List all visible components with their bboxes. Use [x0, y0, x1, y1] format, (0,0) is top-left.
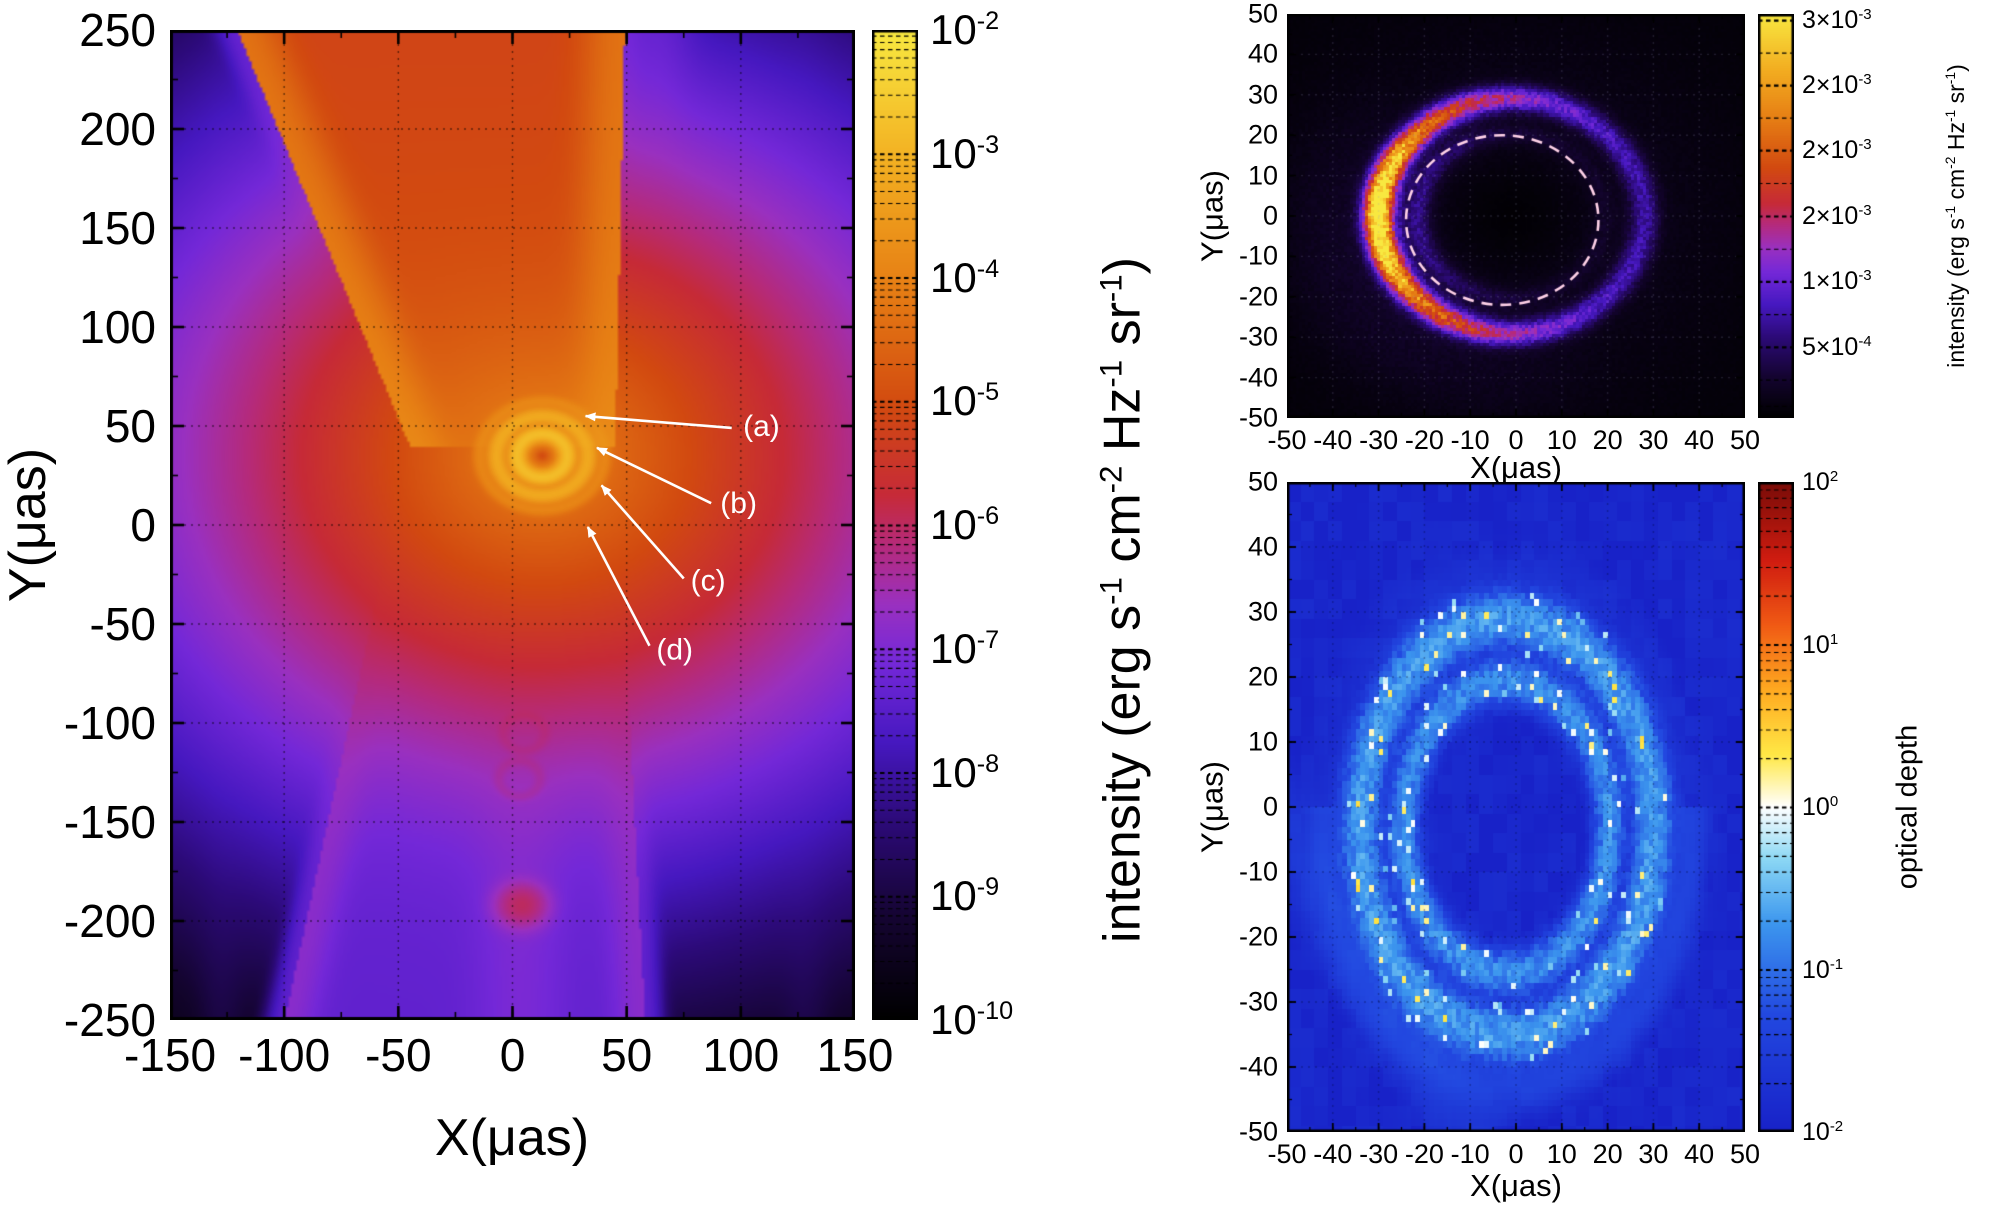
- zoom-panel-ytick-label: 10: [1247, 160, 1278, 191]
- zoom-panel-xtick-label: -30: [1359, 425, 1399, 455]
- left-panel-ytick-label: 150: [79, 202, 156, 254]
- zoom-colorbar-tick-label: 5×10-4: [1802, 332, 1872, 362]
- intensity-colorbar-tick-label: 10-6: [930, 501, 1000, 548]
- depth-colorbar-tick-label: 101: [1802, 630, 1839, 659]
- left-panel-ytick-label: 0: [130, 499, 156, 551]
- intensity-colorbar-title: intensity (erg s-1 cm-2 Hz-1 sr-1): [1093, 257, 1152, 943]
- zoom-colorbar-tick-label: 2×10-3: [1802, 70, 1872, 100]
- left-xaxis-title: X(μas): [434, 1109, 590, 1167]
- intensity-colorbar-tick-label: 10-5: [930, 377, 1000, 425]
- zoom-panel-ytick-label: 0: [1262, 200, 1278, 231]
- intensity-colorbar-tick-label: 10-2: [930, 6, 1000, 53]
- zoom-colorbar-tick-label: 2×10-3: [1802, 135, 1872, 165]
- intensity-colorbar: [872, 30, 918, 1020]
- zoom-intensity-colorbar: [1758, 14, 1794, 418]
- zoom-yaxis-title: Y(μas): [1194, 170, 1230, 262]
- zoom-colorbar-tick-label: 3×10-3: [1802, 5, 1872, 35]
- depth-panel-ytick-label: -50: [1238, 1116, 1278, 1147]
- depth-panel-xtick-label: 0: [1508, 1139, 1524, 1169]
- left-panel-ytick-label: -100: [63, 697, 156, 749]
- zoom-panel-xtick-label: 30: [1638, 425, 1669, 455]
- intensity-colorbar-tick-label: 10-9: [930, 872, 1000, 920]
- depth-panel-ytick-label: -20: [1238, 921, 1278, 952]
- zoom-panel-ytick-label: 40: [1247, 38, 1278, 69]
- depth-panel-xtick-label: -30: [1359, 1139, 1399, 1169]
- depth-yaxis-title: Y(μas): [1194, 761, 1230, 853]
- depth-panel-ytick-label: -30: [1238, 986, 1278, 1017]
- zoom-panel-ytick-label: -40: [1238, 362, 1278, 393]
- depth-panel-ytick-label: 40: [1247, 531, 1278, 562]
- left-panel-xtick-label: 0: [499, 1029, 526, 1081]
- depth-panel-xtick-label: -50: [1267, 1139, 1307, 1169]
- left-panel-ytick-label: -150: [63, 796, 156, 848]
- zoom-panel-ytick-label: -30: [1238, 321, 1278, 352]
- optical-depth-heatmap: [1287, 482, 1745, 1132]
- left-panel-ytick-label: -50: [89, 598, 156, 650]
- left-panel-xtick-label: 50: [601, 1029, 653, 1081]
- zoom-panel-ytick-label: 50: [1247, 0, 1278, 29]
- depth-panel-ytick-label: -10: [1238, 856, 1278, 887]
- left-panel-xtick-label: -50: [365, 1029, 432, 1081]
- depth-panel-xtick-label: 40: [1684, 1139, 1715, 1169]
- left-panel-ytick-label: 100: [79, 301, 156, 353]
- depth-colorbar-tick-label: 10-1: [1802, 955, 1844, 984]
- zoom-colorbar-tick-label: 1×10-3: [1802, 267, 1872, 296]
- intensity-colorbar-tick-label: 10-3: [930, 129, 1000, 177]
- zoom-panel-xtick-label: 0: [1508, 425, 1524, 455]
- depth-panel-ytick-label: 10: [1247, 726, 1278, 757]
- left-panel-xtick-label: -150: [123, 1029, 217, 1081]
- depth-panel-xtick-label: 30: [1638, 1139, 1669, 1169]
- zoom-panel-ytick-label: -50: [1238, 402, 1278, 433]
- zoom-panel-xtick-label: 40: [1684, 425, 1715, 455]
- zoom-colorbar-tick-label: 2×10-3: [1802, 201, 1872, 231]
- depth-panel-xtick-label: -10: [1450, 1139, 1490, 1169]
- left-panel-xtick-label: -100: [238, 1029, 331, 1081]
- depth-colorbar-tick-label: 10-2: [1802, 1117, 1844, 1147]
- zoom-panel-xtick-label: -20: [1404, 425, 1444, 455]
- zoom-panel-xtick-label: 50: [1729, 425, 1761, 455]
- left-panel-ytick-label: 50: [104, 400, 156, 452]
- intensity-colorbar-tick-label: 10-7: [930, 624, 1000, 672]
- depth-panel-ytick-label: 0: [1262, 791, 1278, 822]
- depth-panel-xtick-label: -20: [1404, 1139, 1444, 1169]
- left-panel-ytick-label: -200: [63, 895, 156, 947]
- optical-depth-colorbar: [1758, 482, 1794, 1132]
- left-panel-ytick-label: -250: [63, 994, 156, 1046]
- left-panel-xtick-label: 100: [702, 1029, 780, 1081]
- zoom-panel-xtick-label: -50: [1267, 425, 1307, 455]
- depth-panel-xtick-label: 20: [1592, 1139, 1623, 1169]
- zoom-panel-xtick-label: 20: [1592, 425, 1623, 455]
- depth-panel-ytick-label: 50: [1247, 466, 1278, 497]
- zoom-panel-ytick-label: -10: [1238, 240, 1278, 271]
- depth-colorbar-tick-label: 102: [1802, 467, 1839, 497]
- zoom-panel-ytick-label: 20: [1247, 119, 1278, 150]
- depth-panel-ytick-label: 30: [1247, 596, 1278, 627]
- zoom-panel-ytick-label: 30: [1247, 79, 1278, 110]
- intensity-colorbar-tick-label: 10-4: [930, 253, 1000, 301]
- optical-depth-colorbar-title: optical depth: [1891, 724, 1924, 890]
- depth-panel-xtick-label: -40: [1313, 1139, 1353, 1169]
- left-panel-xtick-label: 150: [816, 1029, 894, 1081]
- intensity-colorbar-tick-label: 10-8: [930, 748, 1000, 796]
- zoom-panel-xtick-label: -40: [1313, 425, 1353, 455]
- left-yaxis-title: Y(μas): [0, 447, 57, 603]
- zoom-intensity-colorbar-title: intensity (erg s-1 cm-2 Hz-1 sr-1): [1942, 64, 1969, 368]
- zoom-xaxis-title: X(μas): [1470, 450, 1562, 485]
- left-panel-ytick-label: 200: [79, 103, 156, 155]
- intensity-colorbar-tick-label: 10-10: [930, 996, 1014, 1043]
- left-panel-ytick-label: 250: [79, 4, 156, 56]
- depth-panel-xtick-label: 50: [1729, 1139, 1761, 1169]
- zoom-panel-ytick-label: -20: [1238, 281, 1278, 312]
- zoom-panel-xtick-label: 10: [1546, 425, 1577, 455]
- depth-panel-xtick-label: 10: [1546, 1139, 1577, 1169]
- depth-xaxis-title: X(μas): [1470, 1168, 1562, 1203]
- zoom-intensity-heatmap: [1287, 14, 1745, 418]
- zoom-panel-xtick-label: -10: [1450, 425, 1490, 455]
- depth-colorbar-tick-label: 100: [1802, 792, 1839, 822]
- depth-panel-ytick-label: 20: [1247, 661, 1278, 692]
- jet-intensity-heatmap: [170, 30, 855, 1020]
- depth-panel-ytick-label: -40: [1238, 1051, 1278, 1082]
